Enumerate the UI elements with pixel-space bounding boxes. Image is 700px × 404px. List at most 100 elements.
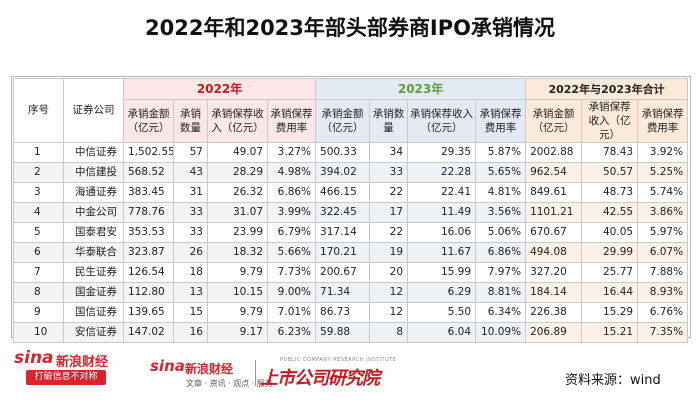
cell-rt: 78.43 <box>581 142 639 163</box>
cell-at: 226.38 <box>525 302 583 323</box>
cell-idx: 10 <box>13 322 64 343</box>
sub22-header-1: 承销数量 <box>173 99 208 143</box>
table-row: 1 中信证券 1,502.55 57 49.07 3.27% 500.33 34 29.35 5.… <box>13 142 689 163</box>
cell-idx: 7 <box>13 262 64 283</box>
cell-firm: 海通证券 <box>63 182 124 203</box>
cell-n22: 26 <box>173 242 208 263</box>
subtotal-header-0: 承销金额（亿元） <box>525 99 583 143</box>
cell-f22: 6.79% <box>266 222 317 243</box>
cell-f22: 7.73% <box>266 262 317 283</box>
sub23-header-0: 承销金额（亿元） <box>315 99 371 143</box>
cell-firm: 民生证券 <box>63 262 124 283</box>
cell-rt: 50.57 <box>581 162 639 183</box>
cell-f22: 7.01% <box>266 302 317 323</box>
cell-ft: 8.93% <box>637 282 689 303</box>
cell-a22: 353.53 <box>123 222 174 243</box>
cell-idx: 3 <box>13 182 64 203</box>
cell-at: 184.14 <box>525 282 583 303</box>
cell-n22: 43 <box>173 162 208 183</box>
sina-logo-secondary: sina <box>150 357 185 375</box>
cell-n23: 19 <box>369 242 409 263</box>
cell-at: 327.20 <box>525 262 583 283</box>
cell-idx: 1 <box>13 142 64 163</box>
cell-at: 670.67 <box>525 222 583 243</box>
cell-rt: 25.77 <box>581 262 639 283</box>
cell-rt: 16.44 <box>581 282 639 303</box>
cell-n23: 33 <box>369 162 409 183</box>
cell-idx: 8 <box>13 282 64 303</box>
header-2022: 2022年 <box>122 78 317 100</box>
cell-ft: 5.25% <box>637 162 689 183</box>
cell-f22: 9.00% <box>266 282 317 303</box>
cell-r22: 9.79 <box>207 262 268 283</box>
cell-f23: 3.56% <box>475 202 527 223</box>
sina-brand-secondary: 新浪财经 <box>185 362 234 376</box>
cell-f23: 4.81% <box>475 182 527 203</box>
table-row: 8 国金证券 112.80 13 10.15 9.00% 71.34 12 6.29 8.81% 1… <box>13 282 689 303</box>
cell-firm: 国金证券 <box>63 282 124 303</box>
sina-services: 文章 · 资讯 · 观点 · 服务 <box>186 379 273 388</box>
cell-idx: 6 <box>13 242 64 263</box>
sub22-header-2: 承销保荐收入（亿元） <box>207 99 268 143</box>
cell-r22: 26.32 <box>207 182 268 203</box>
cell-at: 494.08 <box>525 242 583 263</box>
cell-n22: 57 <box>173 142 208 163</box>
cell-n22: 18 <box>173 262 208 283</box>
cell-f22: 5.66% <box>266 242 317 263</box>
footer-divider <box>255 360 256 386</box>
table-row: 4 中金公司 778.76 33 31.07 3.99% 322.45 17 11.49 3.56… <box>13 202 689 223</box>
sina-logo: sina <box>14 348 54 368</box>
cell-f22: 6.86% <box>266 182 317 203</box>
cell-firm: 国信证券 <box>63 302 124 323</box>
cell-n22: 31 <box>173 182 208 203</box>
table-row: 3 海通证券 383.45 31 26.32 6.86% 466.15 22 22.41 4.81… <box>13 182 689 203</box>
page-title: 2022年和2023年部头部券商IPO承销情况 <box>145 16 555 40</box>
sina-brand: 新浪财经 <box>56 355 109 370</box>
cell-r23: 6.04 <box>407 322 477 343</box>
cell-a23: 322.45 <box>315 202 371 223</box>
table-row: 6 华泰联合 323.87 26 18.32 5.66% 170.21 19 11.67 6.86… <box>13 242 689 263</box>
cell-firm: 中信证券 <box>63 142 124 163</box>
cell-idx: 5 <box>13 222 64 243</box>
cell-rt: 42.55 <box>581 202 639 223</box>
cell-at: 849.61 <box>525 182 583 203</box>
cell-ft: 3.92% <box>637 142 689 163</box>
cell-f23: 6.34% <box>475 302 527 323</box>
cell-n23: 17 <box>369 202 409 223</box>
cell-r23: 11.49 <box>407 202 477 223</box>
cell-a23: 170.21 <box>315 242 371 263</box>
cell-r22: 18.32 <box>207 242 268 263</box>
institute-logo: 上市公司研究院 <box>260 368 380 389</box>
cell-ft: 3.86% <box>637 202 689 223</box>
cell-firm: 华泰联合 <box>63 242 124 263</box>
cell-r23: 22.41 <box>407 182 477 203</box>
cell-r22: 31.07 <box>207 202 268 223</box>
table-row: 7 民生证券 126.54 18 9.79 7.73% 200.67 20 15.99 7.97%… <box>13 262 689 283</box>
cell-a22: 778.76 <box>123 202 174 223</box>
cell-a23: 71.34 <box>315 282 371 303</box>
cell-n23: 20 <box>369 262 409 283</box>
cell-a23: 59.88 <box>315 322 371 343</box>
cell-r22: 28.29 <box>207 162 268 183</box>
cell-n23: 34 <box>369 142 409 163</box>
cell-rt: 40.05 <box>581 222 639 243</box>
cell-ft: 7.88% <box>637 262 689 283</box>
sina-slogan: 打破信息不对称 <box>26 370 106 385</box>
cell-r23: 11.67 <box>407 242 477 263</box>
cell-r22: 9.17 <box>207 322 268 343</box>
header-2023: 2023年 <box>315 78 527 100</box>
cell-at: 2002.88 <box>525 142 583 163</box>
sub23-header-2: 承销保荐收入（亿元） <box>407 99 477 143</box>
cell-f23: 6.86% <box>475 242 527 263</box>
header-total: 2022年与2023年合计 <box>525 78 689 100</box>
cell-r22: 10.15 <box>207 282 268 303</box>
cell-f22: 4.98% <box>266 162 317 183</box>
cell-a23: 317.14 <box>315 222 371 243</box>
cell-at: 962.54 <box>525 162 583 183</box>
cell-ft: 7.35% <box>637 322 689 343</box>
cell-r23: 6.29 <box>407 282 477 303</box>
cell-a22: 126.54 <box>123 262 174 283</box>
cell-a22: 1,502.55 <box>123 142 174 163</box>
subtotal-header-2: 承销保荐费用率 <box>637 99 689 143</box>
cell-n22: 33 <box>173 222 208 243</box>
